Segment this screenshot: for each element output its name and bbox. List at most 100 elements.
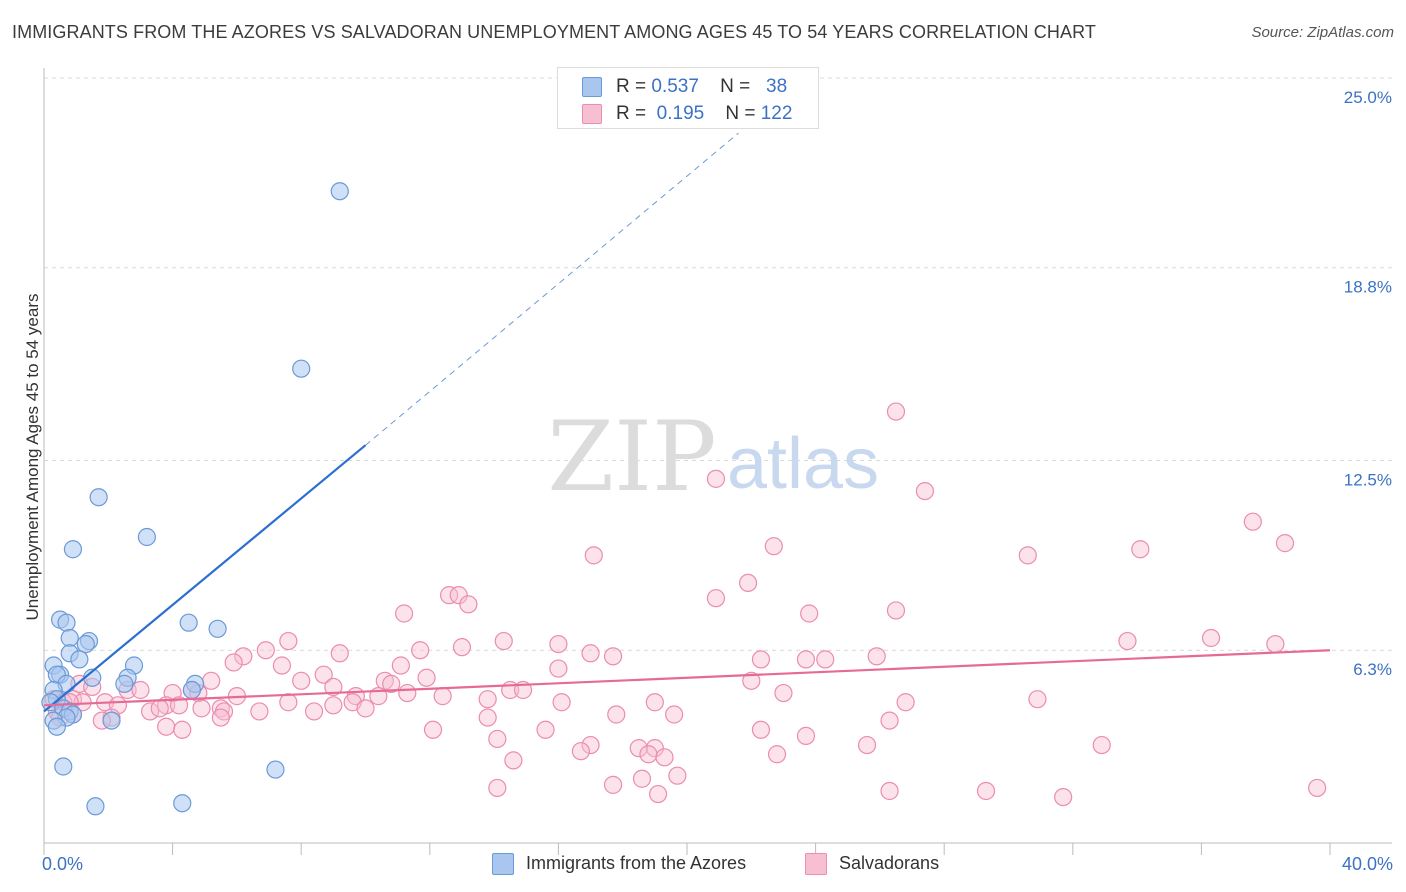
salvadoran-point xyxy=(549,634,568,654)
salvadoran-point xyxy=(488,778,507,798)
legend-n-value-salvadorans: 122 xyxy=(760,103,793,124)
azores-point xyxy=(89,488,108,507)
legend-r-value-salvadorans: 0.195 xyxy=(656,103,705,124)
salvadoran-point xyxy=(173,720,192,739)
azores-point xyxy=(47,717,66,736)
azores-trend-line xyxy=(43,444,367,713)
correlation-legend: R = 0.537 N = 38 R = 0.195 N = 122 xyxy=(557,67,819,129)
salvadorans-legend-swatch xyxy=(805,853,827,875)
watermark: ZIP atlas xyxy=(547,401,879,513)
salvadoran-point xyxy=(488,729,507,749)
y-tick-label: 25.0% xyxy=(1344,88,1392,107)
salvadoran-point xyxy=(655,748,674,767)
salvadoran-point xyxy=(886,601,906,620)
azores-point xyxy=(63,540,83,559)
azores-point xyxy=(173,794,192,813)
salvadoran-point xyxy=(751,720,771,739)
salvadoran-point xyxy=(1266,634,1285,654)
salvadoran-point xyxy=(192,699,211,718)
salvadoran-point xyxy=(552,693,571,712)
salvadoran-point xyxy=(767,745,787,764)
salvadoran-point xyxy=(1243,512,1262,531)
x-tick-label: 40.0% xyxy=(1342,854,1393,874)
salvadoran-point xyxy=(645,693,664,712)
salvadoran-point xyxy=(571,742,591,761)
salvadoran-point xyxy=(796,650,816,669)
salvadoran-point xyxy=(857,735,877,755)
salvadoran-trend-line xyxy=(43,649,1331,707)
chart-title: IMMIGRANTS FROM THE AZORES VS SALVADORAN… xyxy=(12,22,1096,42)
salvadoran-point xyxy=(774,683,793,703)
trend-lines xyxy=(43,132,1331,713)
azores-point xyxy=(182,680,201,700)
salvadoran-point xyxy=(549,659,568,678)
azores-point xyxy=(57,613,76,632)
source-label: Source: ZipAtlas.com xyxy=(1251,24,1394,41)
salvadoran-point xyxy=(1118,631,1137,651)
salvadoran-point xyxy=(629,739,648,758)
salvadoran-point xyxy=(478,690,497,709)
salvadoran-point xyxy=(398,683,417,703)
azores-trend-extension xyxy=(365,132,739,446)
legend-r-label: R = xyxy=(616,76,647,97)
salvadoran-point xyxy=(536,720,555,739)
salvadoran-point xyxy=(279,693,298,712)
axes xyxy=(43,68,1392,855)
salvadoran-point xyxy=(584,546,603,565)
salvadoran-point xyxy=(751,650,771,669)
y-tick-label: 6.3% xyxy=(1353,660,1392,679)
salvadoran-point xyxy=(581,735,600,755)
axis-labels: 6.3% 12.5% 18.8% 25.0% 0.0% 40.0% xyxy=(42,88,1393,874)
salvadoran-point xyxy=(478,708,497,727)
salvadoran-point xyxy=(411,641,430,660)
azores-point xyxy=(54,757,73,776)
salvadoran-point xyxy=(211,699,230,718)
salvadoran-point xyxy=(1028,690,1047,709)
salvadoran-point xyxy=(1054,787,1073,807)
salvadoran-point xyxy=(131,680,150,700)
salvadoran-point xyxy=(234,647,253,666)
azores-points xyxy=(41,182,349,816)
salvadoran-point xyxy=(391,656,410,675)
salvadoran-point xyxy=(880,781,899,801)
salvadoran-point xyxy=(581,644,600,663)
azores-legend-label: Immigrants from the Azores xyxy=(526,853,747,873)
salvadoran-point xyxy=(417,668,436,687)
salvadoran-point xyxy=(915,482,935,501)
salvadoran-point xyxy=(459,595,478,614)
salvadoran-point xyxy=(394,604,414,623)
legend-r-value-azores: 0.537 xyxy=(651,76,699,97)
watermark-zip: ZIP xyxy=(547,401,716,513)
legend-n-label: N = xyxy=(720,76,751,97)
salvadorans-legend-label: Salvadorans xyxy=(839,853,940,873)
salvadoran-point xyxy=(1092,735,1111,755)
salvadoran-point xyxy=(706,469,726,488)
salvadoran-point xyxy=(706,589,726,608)
salvadoran-point xyxy=(452,638,472,657)
x-tick-label: 0.0% xyxy=(42,854,83,874)
salvadoran-point xyxy=(607,705,626,724)
salvadoran-point xyxy=(1018,546,1037,565)
salvadoran-point xyxy=(292,671,311,690)
salvadoran-point xyxy=(224,653,243,672)
salvadoran-point xyxy=(279,631,298,651)
salvadoran-point xyxy=(202,671,221,690)
salvadoran-point xyxy=(665,705,684,724)
azores-point xyxy=(292,359,311,378)
salvadoran-point xyxy=(1131,540,1150,559)
y-tick-label: 18.8% xyxy=(1344,278,1392,297)
azores-point xyxy=(115,674,134,693)
salvadoran-point xyxy=(449,586,468,605)
salvadoran-point xyxy=(648,784,668,804)
azores-point xyxy=(70,650,89,669)
azores-point xyxy=(330,182,349,201)
legend-n-value-azores: 38 xyxy=(766,76,788,97)
azores-legend-swatch xyxy=(492,853,514,875)
salvadoran-point xyxy=(504,751,523,770)
salvadoran-point xyxy=(816,650,835,669)
watermark-atlas: atlas xyxy=(727,424,879,504)
salvadoran-point xyxy=(382,674,401,693)
salvadoran-point xyxy=(886,402,906,421)
azores-point xyxy=(102,711,121,730)
